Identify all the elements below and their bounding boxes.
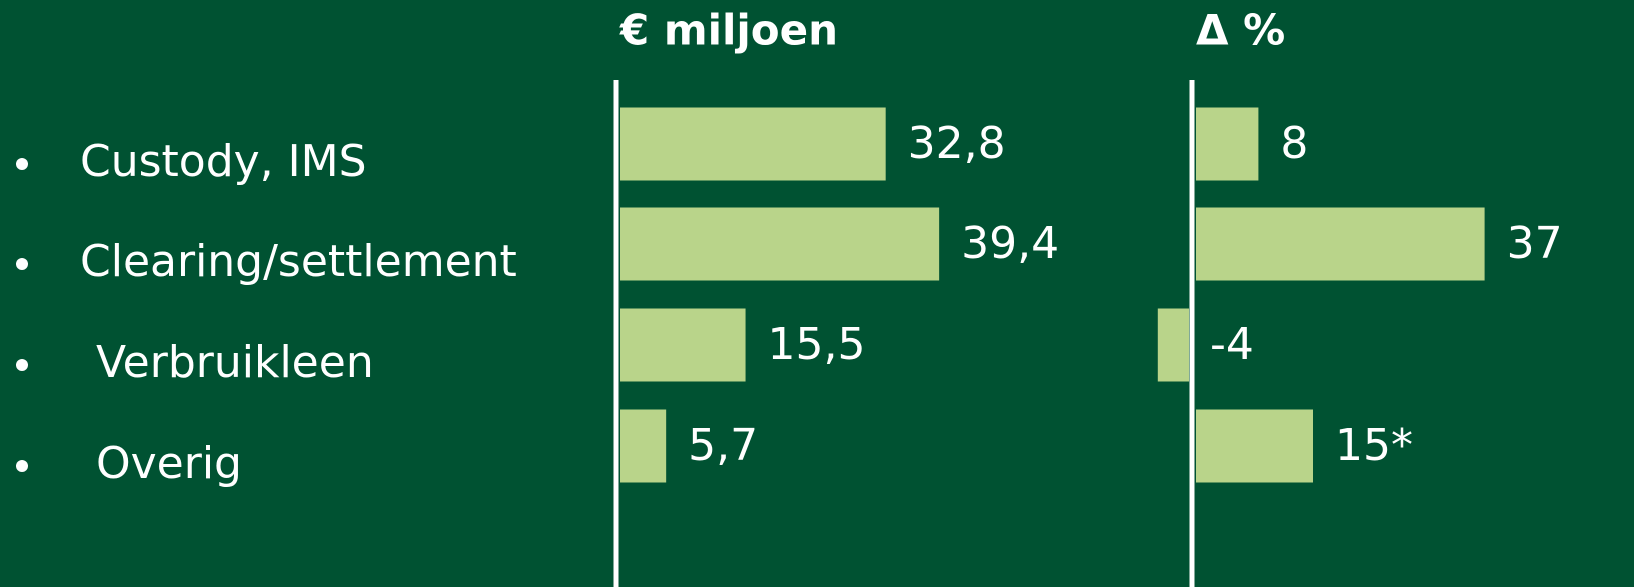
bullet xyxy=(16,158,28,170)
bar xyxy=(620,409,667,483)
bar xyxy=(1157,308,1189,382)
bullet xyxy=(16,460,28,472)
axis-line xyxy=(613,80,619,587)
value-label: -4 xyxy=(1210,319,1254,370)
value-label: 5,7 xyxy=(688,420,758,471)
value-label: 15* xyxy=(1335,420,1413,471)
value-label: 39,4 xyxy=(961,218,1059,269)
value-label: 8 xyxy=(1280,118,1308,169)
axis-line xyxy=(1189,80,1195,587)
chart-title: Δ % xyxy=(1196,6,1285,55)
bar xyxy=(620,107,886,181)
bullet xyxy=(16,258,28,270)
category-label: Verbruikleen xyxy=(96,337,374,388)
category-label: Custody, IMS xyxy=(80,136,367,187)
bar xyxy=(1196,107,1259,181)
value-label: 37 xyxy=(1507,218,1563,269)
category-label: Overig xyxy=(96,438,242,489)
value-label: 32,8 xyxy=(908,118,1006,169)
chart-title: € miljoen xyxy=(619,6,838,55)
bar xyxy=(620,207,940,281)
bar xyxy=(1196,409,1313,483)
bar xyxy=(1196,207,1485,281)
bar xyxy=(620,308,746,382)
category-label: Clearing/settlement xyxy=(80,236,517,287)
bullet xyxy=(16,359,28,371)
value-label: 15,5 xyxy=(768,319,866,370)
